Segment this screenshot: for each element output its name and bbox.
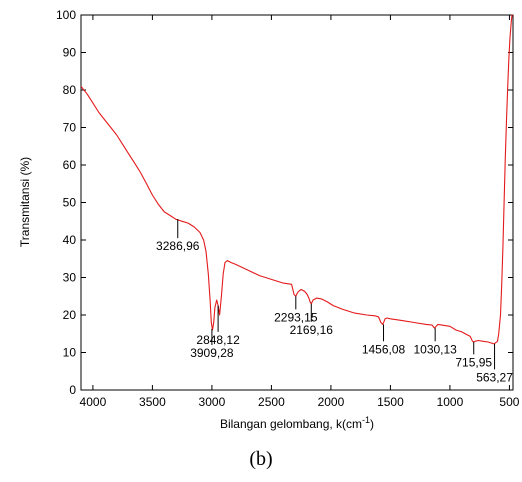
- spectrum-line: [80, 14, 513, 345]
- x-tick-label: 1500: [377, 395, 404, 409]
- y-tick-label: 100: [56, 8, 76, 22]
- y-tick-label: 40: [63, 233, 77, 247]
- x-tick-label: 2000: [318, 395, 345, 409]
- x-tick-label: 2500: [258, 395, 285, 409]
- y-tick-label: 60: [63, 158, 77, 172]
- x-axis-title-main: Bilangan gelombang, k(cm: [220, 417, 362, 431]
- y-tick-label: 80: [63, 83, 77, 97]
- ftir-chart: 0 10 20 30 40 50 60 70 80 90 100 4000 3500 3000 2500 20…: [18, 8, 520, 431]
- x-tick-label: 3500: [139, 395, 166, 409]
- peak-label: 3909,28: [190, 346, 234, 360]
- peak-label: 1030,13: [413, 342, 457, 356]
- y-tick-label: 0: [69, 383, 76, 397]
- peak-label: 2293,15: [274, 310, 318, 324]
- figure-caption: (b): [249, 448, 273, 470]
- y-axis-title: Transmitansi (%): [18, 157, 32, 247]
- peak-label: 2848,12: [196, 333, 240, 347]
- x-axis-title-sup: -1: [362, 415, 370, 425]
- x-tick-label: 1000: [437, 395, 464, 409]
- x-tick-label: 500: [499, 395, 519, 409]
- y-tick-label: 20: [63, 308, 77, 322]
- peak-label: 3286,96: [156, 239, 200, 253]
- x-tick-label: 4000: [80, 395, 107, 409]
- plot-area: 0 10 20 30 40 50 60 70 80 90 100 4000 3500 3000 2500 20…: [56, 8, 520, 409]
- peak-label: 1456,08: [362, 342, 406, 356]
- x-axis-title: Bilangan gelombang, k(cm-1): [220, 415, 374, 431]
- x-tick-label: 3000: [199, 395, 226, 409]
- y-tick-label: 30: [63, 271, 77, 285]
- peak-label: 563,27: [476, 370, 513, 384]
- y-tick-label: 10: [63, 346, 77, 360]
- y-tick-label: 70: [63, 121, 77, 135]
- y-tick-label: 50: [63, 196, 77, 210]
- peak-label: 715,95: [455, 355, 492, 369]
- peak-label: 2169,16: [290, 323, 334, 337]
- y-tick-label: 90: [63, 46, 77, 60]
- x-axis-title-end: ): [370, 417, 374, 431]
